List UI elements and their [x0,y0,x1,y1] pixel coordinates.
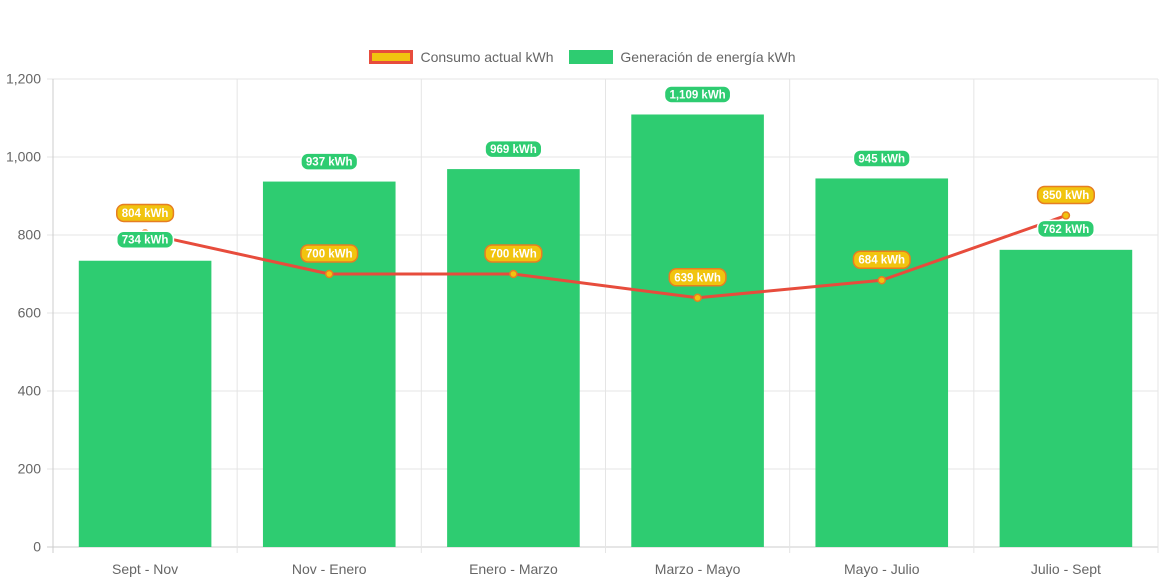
bar-generacion [447,169,580,547]
bar-data-label: 937 kWh [300,152,359,171]
bar-data-label-text: 762 kWh [1043,224,1090,236]
bar-data-label: 945 kWh [852,149,911,168]
line-data-label-bg [668,268,727,287]
bar-data-label: 734 kWh [115,230,175,249]
point-consumo [509,269,518,279]
chart-legend: Consumo actual kWh Generación de energía… [0,49,1165,67]
bar-data-label-text: 937 kWh [306,157,353,169]
line-data-label: 639 kWh [668,268,727,287]
bar-data-label-text: 969 kWh [490,144,537,156]
x-tick-label: Mayo - Julio [844,561,920,577]
legend-item-consumo[interactable]: Consumo actual kWh [369,49,554,65]
bar-generacion [262,181,396,547]
line-data-label-bg [115,203,175,223]
y-tick-label: 1,200 [6,71,41,87]
line-data-label: 850 kWh [1036,185,1096,205]
point-consumo [693,293,702,303]
line-data-label-bg [1036,185,1096,205]
x-tick-label: Nov - Enero [292,561,367,577]
legend-item-generacion[interactable]: Generación de energía kWh [569,49,796,65]
bar-data-label-bg [484,139,543,159]
point-consumo [877,275,886,285]
line-data-label: 684 kWh [852,250,911,269]
bar-data-label-bg [300,152,359,171]
bar-data-label: 969 kWh [484,139,543,159]
x-tick-label: Sept - Nov [112,561,178,577]
line-data-label-text: 684 kWh [858,255,905,267]
bar-data-label-text: 1,109 kWh [669,89,725,101]
y-tick-label: 200 [18,461,42,477]
line-data-label: 700 kWh [484,244,543,263]
legend-label-generacion: Generación de energía kWh [620,49,796,65]
y-tick-label: 0 [33,539,41,555]
bar-generacion [999,249,1133,547]
bar-data-label-bg [1036,219,1096,239]
point-consumo [325,269,334,279]
bar-generacion [815,178,949,547]
bar-data-label-bg [852,149,911,168]
bar-data-label: 762 kWh [1036,219,1096,239]
bar-data-label-text: 734 kWh [122,235,169,247]
point-consumo [1061,211,1071,220]
line-data-label: 700 kWh [300,244,359,263]
bar-layer [78,114,1133,548]
y-tick-label: 400 [18,383,42,399]
x-tick-label: Julio - Sept [1031,561,1101,577]
x-tick-label: Marzo - Mayo [655,561,741,577]
label-layer: 734 kWh 937 kWh 969 kWh 1,109 kWh 945 kWh 762… [115,85,1096,287]
line-data-label-bg [484,244,543,263]
line-data-label-bg [852,250,911,269]
axis-layer: 0 200 400 600 800 1,000 1,200 Sept - Nov Nov - E… [6,71,1101,578]
grid-layer [47,78,1159,553]
line-data-label-text: 700 kWh [490,249,537,261]
bar-data-label-text: 945 kWh [858,153,905,165]
line-consumo [144,214,1067,300]
line-data-label-text: 639 kWh [674,272,721,284]
x-tick-label: Enero - Marzo [469,561,558,577]
bar-generacion [631,114,764,548]
line-data-label-bg [300,244,359,263]
line-data-label-text: 700 kWh [306,249,353,261]
legend-label-consumo: Consumo actual kWh [420,49,554,65]
bar-generacion [78,260,212,547]
bar-data-label: 1,109 kWh [663,85,732,104]
line-data-label-text: 804 kWh [122,208,169,220]
y-tick-label: 1,000 [6,149,41,165]
legend-swatch-generacion [569,50,614,64]
y-tick-label: 800 [18,227,42,243]
bar-data-label-bg [663,85,732,104]
bar-data-label-bg [115,230,175,249]
line-data-label: 804 kWh [115,203,175,223]
line-data-label-text: 850 kWh [1043,190,1090,202]
legend-swatch-consumo [369,50,414,64]
y-tick-label: 600 [18,305,42,321]
